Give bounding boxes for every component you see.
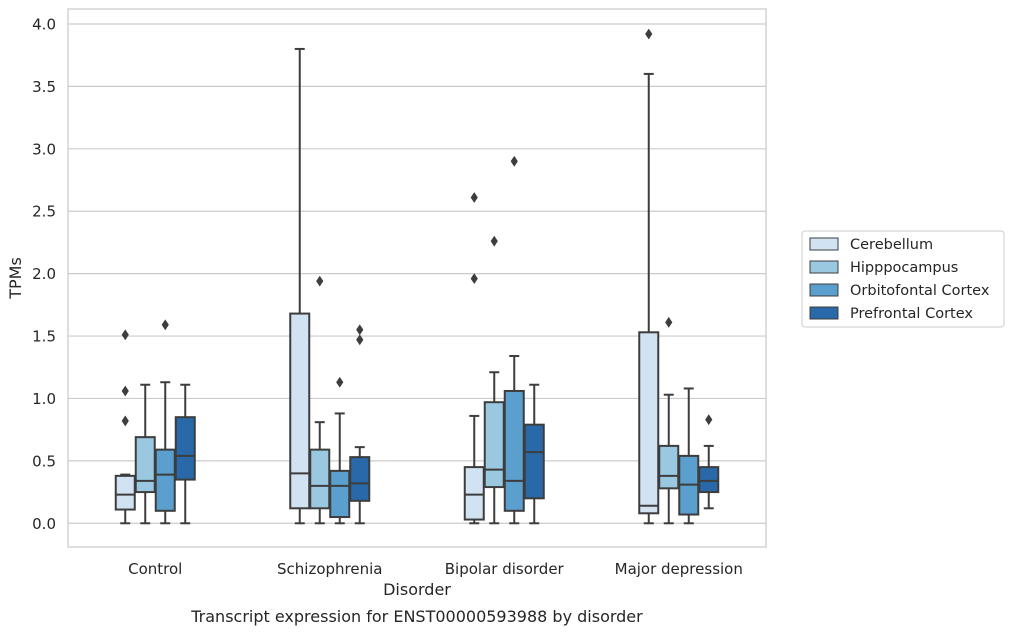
legend-label-1: Hipppocampus [850,260,958,276]
y-tick-label-7: 3.5 [32,78,56,96]
box-body [349,456,371,502]
box-body [114,474,136,511]
outlier-marker-0 [470,273,478,285]
legend-swatch-1 [809,260,839,274]
box-body [483,401,505,489]
y-tick-label-6: 3.0 [32,140,56,158]
x-axis-title: Disorder [383,580,451,599]
y-tick-label-3: 1.5 [32,328,56,346]
box-0-2 [463,192,485,525]
box-body [698,466,720,494]
box-0-3 [638,28,660,525]
box-0-0 [114,329,136,525]
outlier-marker-0 [316,275,324,287]
box-body [523,423,545,500]
outlier-marker-0 [121,415,129,427]
box-body [174,416,196,481]
legend-swatch-2 [809,283,839,297]
box-marks [114,28,720,525]
box-3-3 [698,414,720,510]
y-tick-label-5: 2.5 [32,203,56,221]
plot-frame [67,8,767,548]
legend-label-3: Prefrontal Cortex [850,306,973,322]
x-tick-label-1: Schizophrenia [277,560,382,578]
box-body [154,448,176,512]
outlier-marker-0 [705,414,713,426]
outlier-marker-1 [121,385,129,397]
y-tick-label-0: 0.0 [32,515,56,533]
box-body [463,466,485,521]
box-2-2 [503,155,525,525]
box-3-0 [174,383,196,525]
legend-frame [801,230,1005,328]
x-tick-label-3: Major depression [615,560,743,578]
y-tick-label-1: 0.5 [32,452,56,470]
outlier-marker-1 [470,192,478,203]
outlier-marker-0 [336,376,344,388]
box-3-1 [349,324,371,525]
outlier-marker-2 [121,329,129,341]
legend-swatch-3 [809,306,839,320]
box-body [329,469,351,519]
legend-items: Cerebellum Hipppocampus Orbitofontal Corte… [809,237,990,322]
y-tick-label-4: 2.0 [32,265,56,283]
outlier-marker-0 [161,319,169,331]
box-0-1 [289,47,311,525]
x-tick-labels: Control Schizophrenia Bipolar disorder Majo… [128,560,743,578]
outlier-marker-0 [356,334,364,346]
outlier-marker-0 [645,28,653,40]
y-tick-label-8: 4.0 [32,15,56,33]
y-tick-labels: 0.0 0.5 1.0 1.5 2.0 2.5 3.0 3.5 4.0 [32,15,56,532]
box-body [638,331,660,515]
chart-caption: Transcript expression for ENST0000059398… [190,607,643,626]
box-body [289,312,311,510]
box-body [658,444,680,490]
box-body [503,389,525,512]
outlier-marker-1 [356,324,364,336]
outlier-marker-0 [510,155,518,167]
y-axis-title: TPMs [6,257,25,300]
x-tick-label-0: Control [128,560,182,578]
y-tick-label-2: 1.0 [32,390,56,408]
legend-swatch-0 [809,237,839,251]
outlier-marker-0 [490,235,498,247]
legend-label-2: Orbitofontal Cortex [850,283,990,299]
box-3-2 [523,383,545,525]
legend: Cerebellum Hipppocampus Orbitofontal Corte… [801,230,1005,328]
box-body [134,436,156,494]
legend-label-0: Cerebellum [850,237,933,253]
x-tick-label-2: Bipolar disorder [445,560,565,578]
outlier-marker-0 [665,316,673,328]
box-body [309,448,331,510]
box-2-0 [154,319,176,525]
